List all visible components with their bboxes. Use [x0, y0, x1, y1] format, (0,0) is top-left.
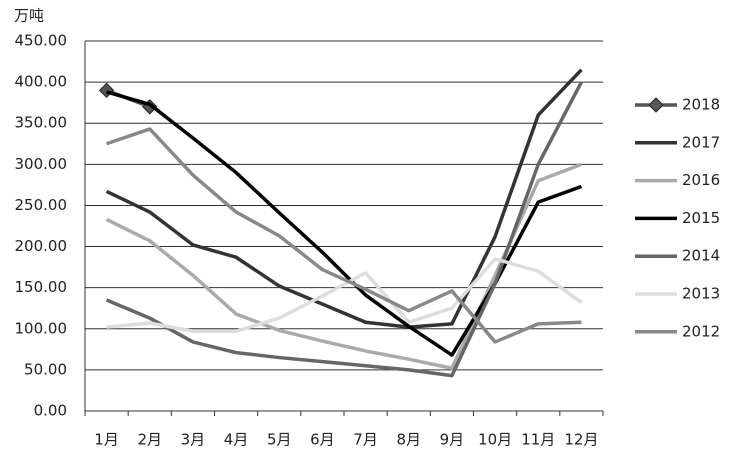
y-axis-unit: 万吨 [14, 7, 44, 25]
series-line [106, 127, 582, 344]
y-tick-label: 200.00 [15, 237, 68, 255]
x-tick-label: 5月 [267, 431, 292, 449]
point-marker [98, 82, 115, 99]
legend-label: 2014 [682, 247, 720, 265]
legend-label: 2017 [682, 133, 720, 151]
legend-label: 2012 [682, 322, 720, 340]
x-tick-label: 12月 [564, 431, 598, 449]
y-tick-label: 450.00 [15, 32, 68, 50]
legend-label: 2015 [682, 209, 720, 227]
y-tick-label: 0.00 [34, 402, 67, 420]
y-tick-label: 100.00 [15, 319, 68, 337]
x-tick-label: 4月 [224, 431, 249, 449]
y-tick-label: 300.00 [15, 155, 68, 173]
series-line [106, 257, 583, 333]
legend-label: 2018 [682, 96, 720, 114]
y-tick-label: 150.00 [15, 278, 68, 296]
y-tick-label: 400.00 [15, 73, 68, 91]
legend-marker [648, 97, 664, 113]
y-tick-label: 50.00 [24, 360, 67, 378]
x-tick-label: 11月 [521, 431, 555, 449]
legend-label: 2016 [682, 171, 720, 189]
y-tick-label: 350.00 [15, 114, 68, 132]
x-tick-label: 3月 [181, 431, 206, 449]
x-tick-label: 7月 [353, 431, 378, 449]
y-tick-label: 250.00 [15, 196, 68, 214]
x-tick-label: 8月 [396, 431, 421, 449]
x-tick-label: 2月 [137, 431, 162, 449]
x-tick-label: 6月 [310, 431, 335, 449]
legend-label: 2013 [682, 285, 720, 303]
x-tick-label: 1月 [94, 431, 119, 449]
series-line [105, 68, 583, 329]
series-line [106, 90, 583, 357]
x-tick-label: 10月 [478, 431, 512, 449]
series-line [105, 81, 583, 378]
x-tick-label: 9月 [440, 431, 465, 449]
